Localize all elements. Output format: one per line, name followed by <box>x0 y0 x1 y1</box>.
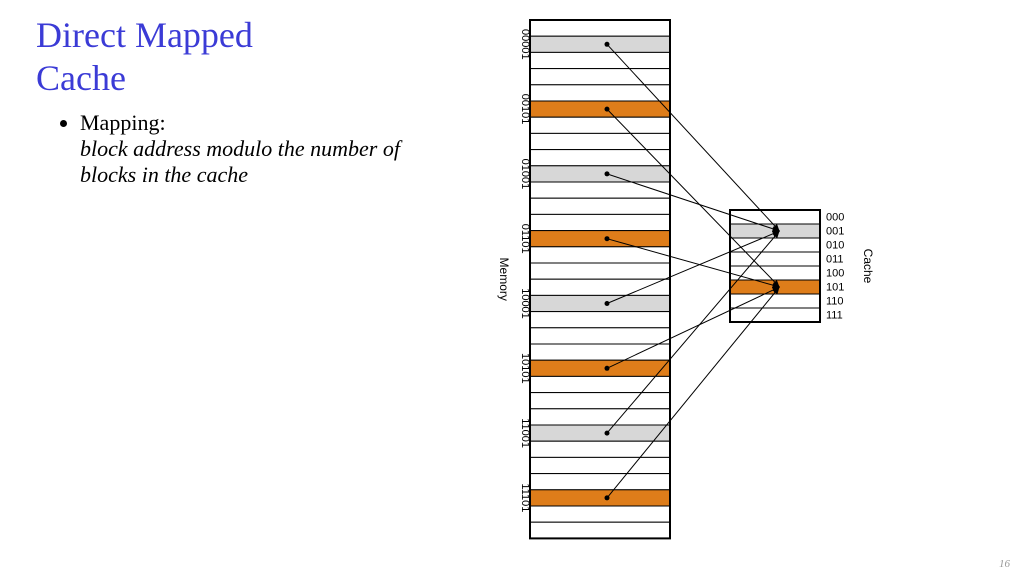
cache-address: 110 <box>826 296 844 308</box>
cache-row <box>730 210 820 224</box>
memory-row <box>530 425 670 441</box>
memory-row <box>530 312 670 328</box>
memory-row <box>530 360 670 376</box>
cache-address: 100 <box>826 268 844 280</box>
memory-row <box>530 295 670 311</box>
memory-row <box>530 263 670 279</box>
memory-row <box>530 231 670 247</box>
memory-row <box>530 409 670 425</box>
memory-address: 01001 <box>519 159 531 190</box>
memory-label: Memory <box>497 258 511 301</box>
memory-row <box>530 522 670 538</box>
cache-row <box>730 252 820 266</box>
cache-mapping-diagram: 0000100101010010110110001101011100111101… <box>0 0 1024 576</box>
memory-row <box>530 393 670 409</box>
memory-row <box>530 506 670 522</box>
memory-address: 11001 <box>519 418 531 448</box>
memory-row <box>530 457 670 473</box>
memory-row <box>530 117 670 133</box>
memory-row <box>530 85 670 101</box>
cache-address: 111 <box>826 310 843 322</box>
cache-row <box>730 294 820 308</box>
cache-address: 011 <box>826 254 844 266</box>
memory-row <box>530 490 670 506</box>
memory-address: 00001 <box>519 29 531 60</box>
cache-address: 001 <box>826 226 844 238</box>
memory-address: 00101 <box>519 94 531 125</box>
memory-address: 11101 <box>519 483 531 512</box>
page-number: 16 <box>999 558 1010 570</box>
cache-address: 000 <box>826 212 844 224</box>
memory-address: 01101 <box>519 224 531 254</box>
memory-row <box>530 198 670 214</box>
memory-row <box>530 52 670 68</box>
memory-address: 10101 <box>519 353 531 384</box>
memory-row <box>530 166 670 182</box>
memory-row <box>530 20 670 36</box>
memory-row <box>530 474 670 490</box>
memory-row <box>530 182 670 198</box>
memory-row <box>530 344 670 360</box>
cache-address: 010 <box>826 240 844 252</box>
memory-row <box>530 36 670 52</box>
memory-row <box>530 247 670 263</box>
memory-row <box>530 101 670 117</box>
memory-address: 10001 <box>519 288 531 319</box>
memory-row <box>530 69 670 85</box>
cache-label: Cache <box>861 249 875 284</box>
memory-row <box>530 328 670 344</box>
memory-row <box>530 441 670 457</box>
memory-row <box>530 279 670 295</box>
memory-row <box>530 214 670 230</box>
cache-address: 101 <box>826 282 844 294</box>
memory-row <box>530 133 670 149</box>
cache-row <box>730 308 820 322</box>
